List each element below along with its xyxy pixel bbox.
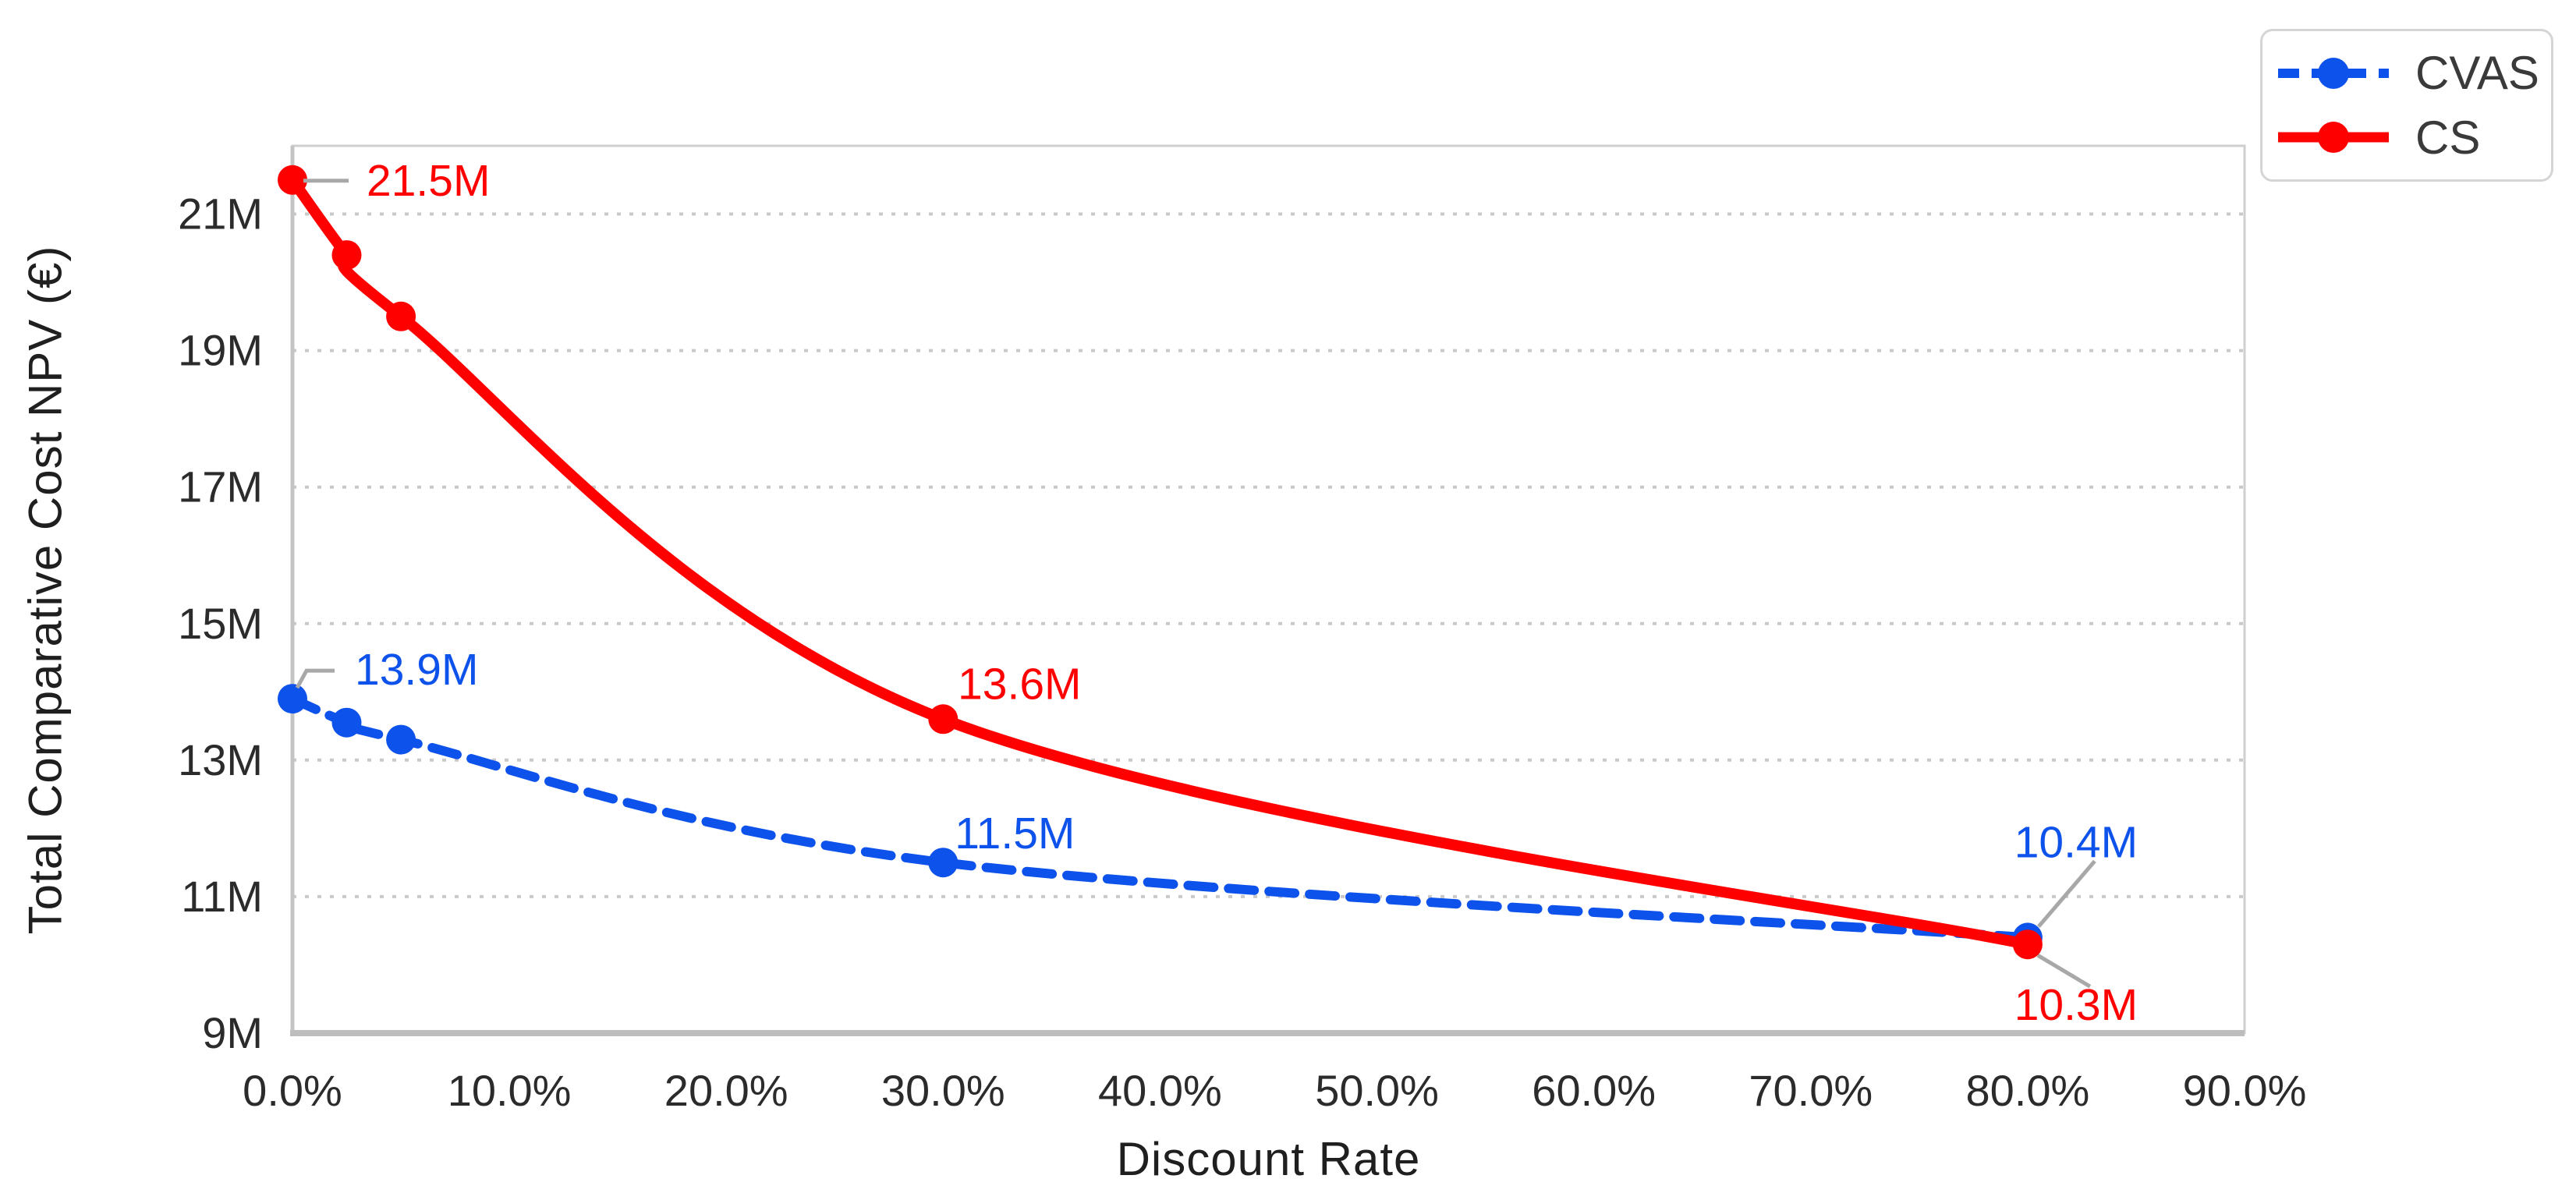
series-marker-cvas-30pct xyxy=(928,848,958,878)
data-label-13.9m: 13.9M xyxy=(355,645,478,695)
y-axis-title-container: Total Comparative Cost NPV (€) xyxy=(9,146,81,1033)
x-axis-title: Discount Rate xyxy=(1116,1133,1421,1185)
y-axis-title: Total Comparative Cost NPV (€) xyxy=(19,245,72,934)
legend-swatch-cvas-icon xyxy=(2278,57,2389,89)
x-tick-label-30.0%: 30.0% xyxy=(881,1066,1005,1115)
y-tick-label-11M: 11M xyxy=(181,872,263,921)
y-tick-label-13M: 13M xyxy=(178,735,263,784)
series-marker-cs-30pct xyxy=(928,704,958,735)
x-tick-label-50.0%: 50.0% xyxy=(1315,1066,1439,1115)
x-tick-label-90.0%: 90.0% xyxy=(2183,1066,2307,1115)
legend-marker-cvas xyxy=(2318,57,2349,89)
series-marker-cs-80pct xyxy=(2012,929,2043,960)
x-tick-label-40.0%: 40.0% xyxy=(1098,1066,1222,1115)
legend-item-cvas: CVAS xyxy=(2275,46,2551,100)
series-marker-cvas-2.5pct xyxy=(331,707,362,738)
y-tick-label-17M: 17M xyxy=(178,462,263,512)
data-label-leader-10.3m xyxy=(2036,954,2092,989)
series-marker-cs-2.5pct xyxy=(331,240,362,271)
legend: CVAS CS xyxy=(2260,29,2553,182)
x-tick-label-60.0%: 60.0% xyxy=(1532,1066,1656,1115)
series-line-cs xyxy=(287,174,2033,950)
data-label-11.5m: 11.5M xyxy=(955,809,1075,858)
data-label-21.5m: 21.5M xyxy=(367,156,490,206)
y-tick-label-9M: 9M xyxy=(202,1008,263,1057)
data-label-leader-13.9m xyxy=(295,668,335,689)
x-tick-label-20.0%: 20.0% xyxy=(664,1066,788,1115)
legend-marker-cs xyxy=(2318,122,2349,154)
legend-label-cs: CS xyxy=(2415,111,2481,164)
legend-label-cvas: CVAS xyxy=(2415,47,2539,100)
data-label-13.6m: 13.6M xyxy=(958,659,1081,709)
x-tick-label-80.0%: 80.0% xyxy=(1966,1066,2090,1115)
plot-border xyxy=(291,144,2246,1035)
data-label-10.3m: 10.3M xyxy=(2014,980,2138,1030)
data-label-10.4m: 10.4M xyxy=(2014,817,2138,867)
x-tick-label-70.0%: 70.0% xyxy=(1749,1066,1873,1115)
series-marker-cs-0pct xyxy=(278,165,307,195)
series-marker-cvas-5pct xyxy=(386,724,416,755)
legend-item-cs: CS xyxy=(2275,111,2551,165)
y-tick-label-15M: 15M xyxy=(178,599,263,648)
series-marker-cvas-0pct xyxy=(278,684,307,714)
x-tick-label-10.0%: 10.0% xyxy=(448,1066,572,1115)
data-label-leader-10.4m xyxy=(2037,859,2096,929)
series-marker-cs-5pct xyxy=(386,301,416,331)
x-tick-label-0.0%: 0.0% xyxy=(243,1066,342,1115)
y-tick-label-19M: 19M xyxy=(178,326,263,375)
legend-swatch-cs-icon xyxy=(2278,122,2389,154)
y-tick-label-21M: 21M xyxy=(178,189,263,239)
